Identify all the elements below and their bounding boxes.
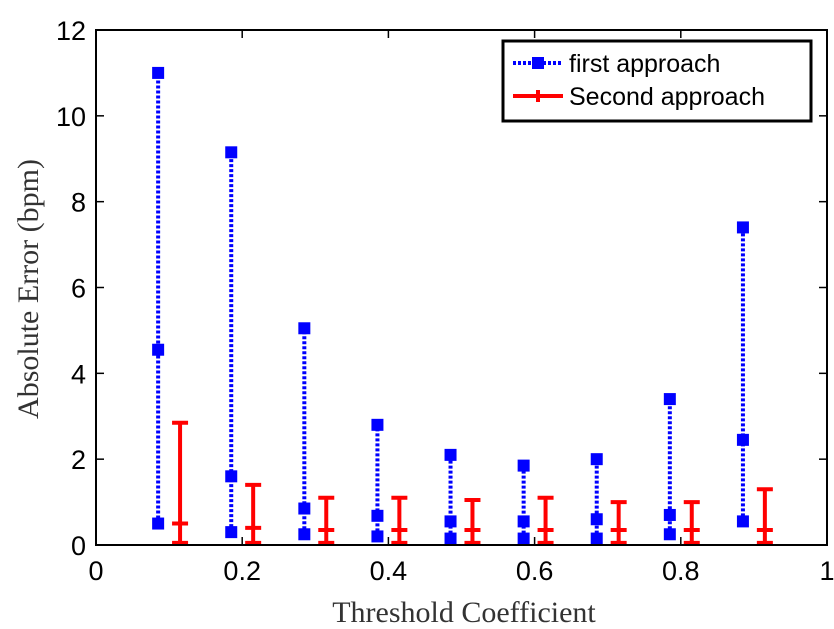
- data-point: [663, 393, 676, 406]
- data-point: [444, 532, 457, 545]
- x-tick-label: 0: [88, 556, 103, 586]
- data-point: [517, 515, 530, 528]
- y-tick-label: 0: [71, 531, 86, 561]
- x-tick-label: 0.8: [662, 556, 700, 586]
- data-point: [298, 528, 311, 541]
- legend-second-label: Second approach: [569, 83, 765, 111]
- x-tick-label: 0.4: [370, 556, 408, 586]
- data-point: [444, 448, 457, 461]
- data-point: [736, 515, 749, 528]
- data-point: [152, 66, 165, 79]
- data-point: [590, 513, 603, 526]
- data-point: [663, 508, 676, 521]
- data-point: [298, 322, 311, 335]
- legend-first-swatch-marker: [532, 57, 544, 69]
- data-point: [371, 418, 384, 431]
- series-layer: [152, 66, 773, 545]
- data-point: [298, 502, 311, 515]
- series-first-approach: [152, 66, 749, 545]
- x-tick-label: 1: [819, 556, 834, 586]
- y-axis-title: Absolute Error (bpm): [12, 159, 45, 419]
- legend: first approach Second approach: [501, 39, 813, 123]
- data-point: [663, 528, 676, 541]
- data-point: [736, 221, 749, 234]
- data-point: [371, 509, 384, 522]
- y-tick-label: 8: [71, 188, 86, 218]
- x-axis-title: Threshold Coefficient: [332, 596, 596, 629]
- data-point: [225, 526, 238, 539]
- plot-frame: [95, 29, 828, 546]
- y-tick-label: 10: [56, 102, 86, 132]
- data-point: [225, 146, 238, 159]
- data-point: [152, 517, 165, 530]
- data-point: [590, 453, 603, 466]
- data-point: [152, 343, 165, 356]
- data-point: [225, 470, 238, 483]
- data-point: [517, 459, 530, 472]
- data-point: [736, 433, 749, 446]
- legend-first-label: first approach: [569, 50, 720, 78]
- y-tick-label: 12: [56, 16, 86, 46]
- x-tick-label: 0.2: [223, 556, 261, 586]
- data-point: [444, 515, 457, 528]
- data-point: [590, 532, 603, 545]
- data-point: [371, 530, 384, 543]
- series-second-approach: [172, 420, 773, 545]
- y-tick-label: 6: [71, 274, 86, 304]
- legend-box: [501, 39, 813, 123]
- y-tick-label: 2: [71, 445, 86, 475]
- y-tick-label: 4: [71, 359, 86, 389]
- x-tick-label: 0.6: [516, 556, 554, 586]
- data-point: [517, 532, 530, 545]
